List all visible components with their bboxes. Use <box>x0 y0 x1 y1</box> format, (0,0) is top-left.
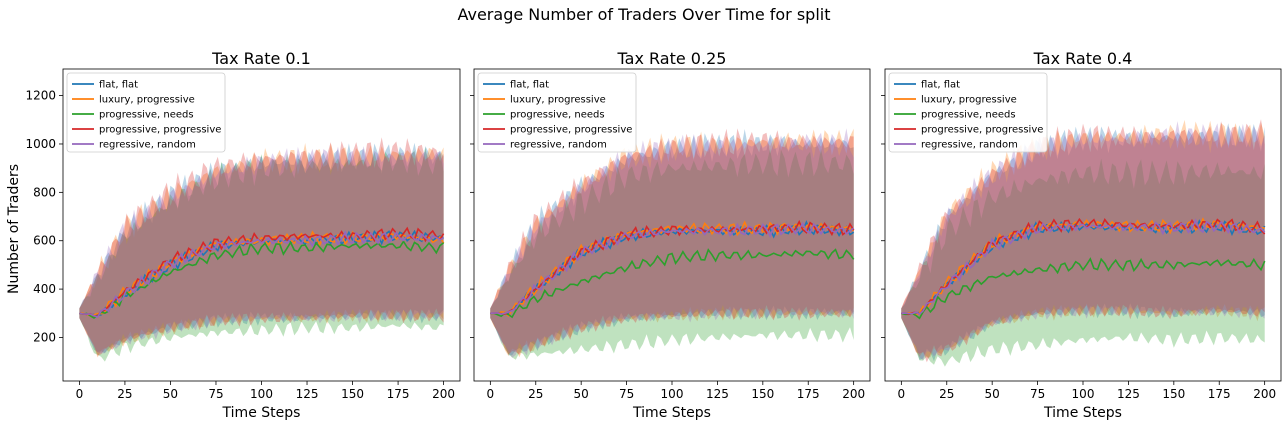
band-progressive-needs <box>79 147 444 362</box>
band-flat-flat <box>490 129 854 356</box>
x-tick-label: 75 <box>619 387 634 401</box>
figure-title: Average Number of Traders Over Time for … <box>457 5 830 24</box>
subplot-1: Tax Rate 0.1 0 25 50 75 100 125 150 175 200 200 400… <box>25 49 461 421</box>
x-tick-label: 0 <box>487 387 495 401</box>
legend: flat, flat luxury, progressive progressive… <box>888 72 1048 153</box>
legend-label-flat-flat: flat, flat <box>921 80 960 91</box>
subplot-2: Tax Rate 0.25 0 25 50 75 100 125 150 175 200 Time … <box>470 49 871 421</box>
line-regressive-random <box>490 221 855 316</box>
band-luxury-progressive <box>901 119 1265 358</box>
x-tick-label: 100 <box>1072 387 1095 401</box>
band-progressive-needs <box>901 158 1265 367</box>
y-tick-label: 600 <box>33 234 56 248</box>
x-axis-label: Time Steps <box>1043 405 1122 421</box>
legend-box <box>888 72 1048 153</box>
y-tick-label: 800 <box>33 185 56 199</box>
y-tick-label: 1200 <box>25 89 56 103</box>
band-luxury-progressive <box>79 143 444 358</box>
y-tick-label: 1000 <box>25 137 56 151</box>
legend-label-luxury-progressive: luxury, progressive <box>921 95 1017 106</box>
subplot-title: Tax Rate 0.4 <box>1033 49 1133 68</box>
line-progressive-needs <box>490 248 855 319</box>
legend-box <box>477 72 637 153</box>
legend: flat, flat luxury, progressive progressive… <box>66 72 226 153</box>
legend: flat, flat luxury, progressive progressive… <box>477 72 637 153</box>
legend-label-progressive-needs: progressive, needs <box>99 110 194 121</box>
band-progressive-progressive <box>490 128 854 355</box>
x-axis-label: Time Steps <box>632 405 711 421</box>
x-tick-label: 200 <box>842 387 865 401</box>
plot-area <box>79 137 445 362</box>
subplot-title: Tax Rate 0.1 <box>211 49 311 68</box>
legend-label-flat-flat: flat, flat <box>510 80 549 91</box>
legend-label-luxury-progressive: luxury, progressive <box>510 95 606 106</box>
legend-label-flat-flat: flat, flat <box>99 80 138 91</box>
band-progressive-progressive <box>901 119 1265 363</box>
x-tick-label: 25 <box>939 387 954 401</box>
x-tick-label: 150 <box>1162 387 1185 401</box>
x-tick-label: 100 <box>661 387 684 401</box>
legend-label-progressive-needs: progressive, needs <box>510 110 605 121</box>
x-axis-label: Time Steps <box>222 405 301 421</box>
x-tick-label: 25 <box>117 387 132 401</box>
plot-area <box>901 119 1266 367</box>
x-tick-label: 75 <box>208 387 223 401</box>
x-tick-label: 75 <box>1030 387 1045 401</box>
legend-label-regressive-random: regressive, random <box>99 140 196 151</box>
x-tick-label: 125 <box>1117 387 1140 401</box>
line-progressive-needs <box>79 239 445 319</box>
line-regressive-random <box>79 230 445 319</box>
x-tick-label: 0 <box>898 387 906 401</box>
legend-label-regressive-random: regressive, random <box>921 140 1018 151</box>
legend-label-progressive-progressive: progressive, progressive <box>99 125 221 136</box>
x-tick-label: 50 <box>985 387 1000 401</box>
legend-label-luxury-progressive: luxury, progressive <box>99 95 195 106</box>
x-tick-label: 150 <box>341 387 364 401</box>
x-tick-label: 125 <box>706 387 729 401</box>
plot-area <box>490 128 855 360</box>
y-tick-label: 200 <box>33 330 56 344</box>
x-tick-label: 175 <box>387 387 410 401</box>
x-tick-label: 100 <box>250 387 273 401</box>
x-tick-label: 150 <box>751 387 774 401</box>
band-regressive-random <box>490 128 854 358</box>
band-regressive-random <box>79 146 444 354</box>
legend-box <box>66 72 226 153</box>
legend-label-progressive-progressive: progressive, progressive <box>510 125 632 136</box>
x-tick-label: 50 <box>574 387 589 401</box>
subplot-3: Tax Rate 0.4 0 25 50 75 100 125 150 175 200 Time S… <box>881 49 1282 421</box>
line-regressive-random <box>901 218 1266 316</box>
x-tick-label: 50 <box>163 387 178 401</box>
band-flat-flat <box>901 123 1265 362</box>
x-tick-label: 175 <box>1208 387 1231 401</box>
x-tick-label: 200 <box>1253 387 1276 401</box>
subplot-title: Tax Rate 0.25 <box>617 49 727 68</box>
line-progressive-needs <box>901 257 1266 320</box>
band-luxury-progressive <box>490 128 854 358</box>
x-tick-label: 25 <box>528 387 543 401</box>
x-tick-label: 175 <box>797 387 820 401</box>
x-tick-label: 0 <box>76 387 84 401</box>
y-axis-label: Number of Traders <box>6 164 22 294</box>
legend-label-progressive-needs: progressive, needs <box>921 110 1016 121</box>
band-regressive-random <box>901 121 1265 361</box>
x-tick-label: 200 <box>432 387 455 401</box>
line-luxury-progressive <box>79 230 445 317</box>
y-tick-label: 400 <box>33 282 56 296</box>
legend-label-regressive-random: regressive, random <box>510 140 607 151</box>
x-tick-label: 125 <box>296 387 319 401</box>
legend-label-progressive-progressive: progressive, progressive <box>921 125 1043 136</box>
